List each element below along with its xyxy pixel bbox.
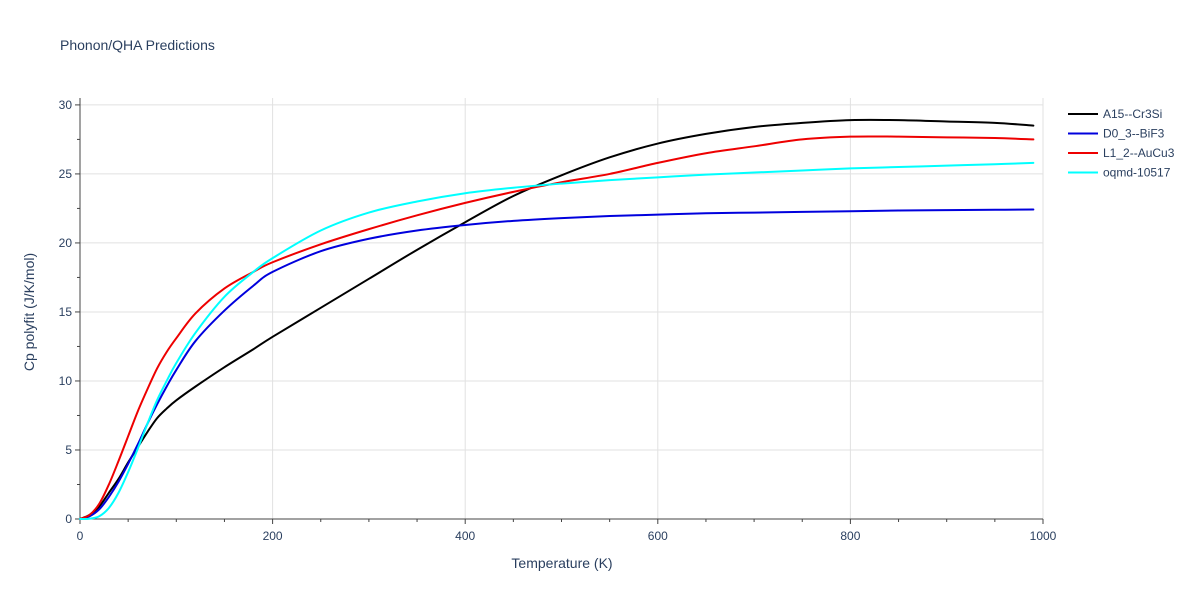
legend-label: L1_2--AuCu3 — [1103, 146, 1175, 160]
y-tick-label: 10 — [59, 374, 73, 388]
y-tick-label: 0 — [65, 512, 72, 526]
y-tick-label: 30 — [59, 98, 73, 112]
legend[interactable]: A15--Cr3Si D0_3--BiF3 L1_2--AuCu3 oqmd-1051… — [1068, 107, 1175, 180]
axes — [75, 98, 1044, 524]
x-tick-label: 400 — [455, 529, 475, 543]
x-tick-label: 200 — [263, 529, 283, 543]
x-tick-label: 0 — [77, 529, 84, 543]
y-axis-title: Cp polyfit (J/K/mol) — [21, 253, 37, 371]
series-line-oqmd-10517[interactable] — [79, 161, 1035, 521]
legend-item-d0-3-bif3[interactable]: D0_3--BiF3 — [1068, 127, 1165, 141]
y-tick-label: 20 — [59, 236, 73, 250]
y-tick-label: 15 — [59, 305, 73, 319]
legend-label: D0_3--BiF3 — [1103, 127, 1165, 141]
plot-area — [79, 118, 1035, 521]
x-tick-label: 1000 — [1030, 529, 1057, 543]
legend-label: A15--Cr3Si — [1103, 107, 1162, 121]
legend-item-a15-cr3si[interactable]: A15--Cr3Si — [1068, 107, 1162, 121]
y-tick-label: 5 — [65, 443, 72, 457]
x-tick-label: 800 — [840, 529, 860, 543]
legend-label: oqmd-10517 — [1103, 166, 1171, 180]
legend-item-oqmd-10517[interactable]: oqmd-10517 — [1068, 166, 1171, 180]
tick-labels: 0 200 400 600 800 1000 0 5 10 15 20 25 30 — [59, 98, 1057, 543]
series-line-a15-cr3si[interactable] — [79, 118, 1035, 520]
x-tick-label: 600 — [648, 529, 668, 543]
gridlines — [80, 98, 1044, 519]
series-line-l1-2-aucu3[interactable] — [79, 135, 1035, 520]
x-axis-title: Temperature (K) — [511, 555, 612, 571]
chart-title: Phonon/QHA Predictions — [60, 37, 215, 53]
y-tick-label: 25 — [59, 167, 73, 181]
legend-item-l1-2-aucu3[interactable]: L1_2--AuCu3 — [1068, 146, 1175, 160]
series-line-d0-3-bif3[interactable] — [79, 208, 1035, 520]
